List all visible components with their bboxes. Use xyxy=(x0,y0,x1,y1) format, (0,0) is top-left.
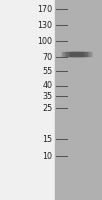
Text: 35: 35 xyxy=(42,92,53,101)
Bar xyxy=(0,0,55,200)
Text: 25: 25 xyxy=(42,104,53,113)
Text: 10: 10 xyxy=(43,152,53,161)
Text: 130: 130 xyxy=(38,21,53,29)
Text: 70: 70 xyxy=(42,52,53,62)
Text: 15: 15 xyxy=(42,134,53,144)
Text: 55: 55 xyxy=(42,66,53,75)
Text: 100: 100 xyxy=(38,36,53,46)
Bar xyxy=(55,0,102,200)
Text: 40: 40 xyxy=(43,81,53,90)
Text: 170: 170 xyxy=(37,4,53,14)
